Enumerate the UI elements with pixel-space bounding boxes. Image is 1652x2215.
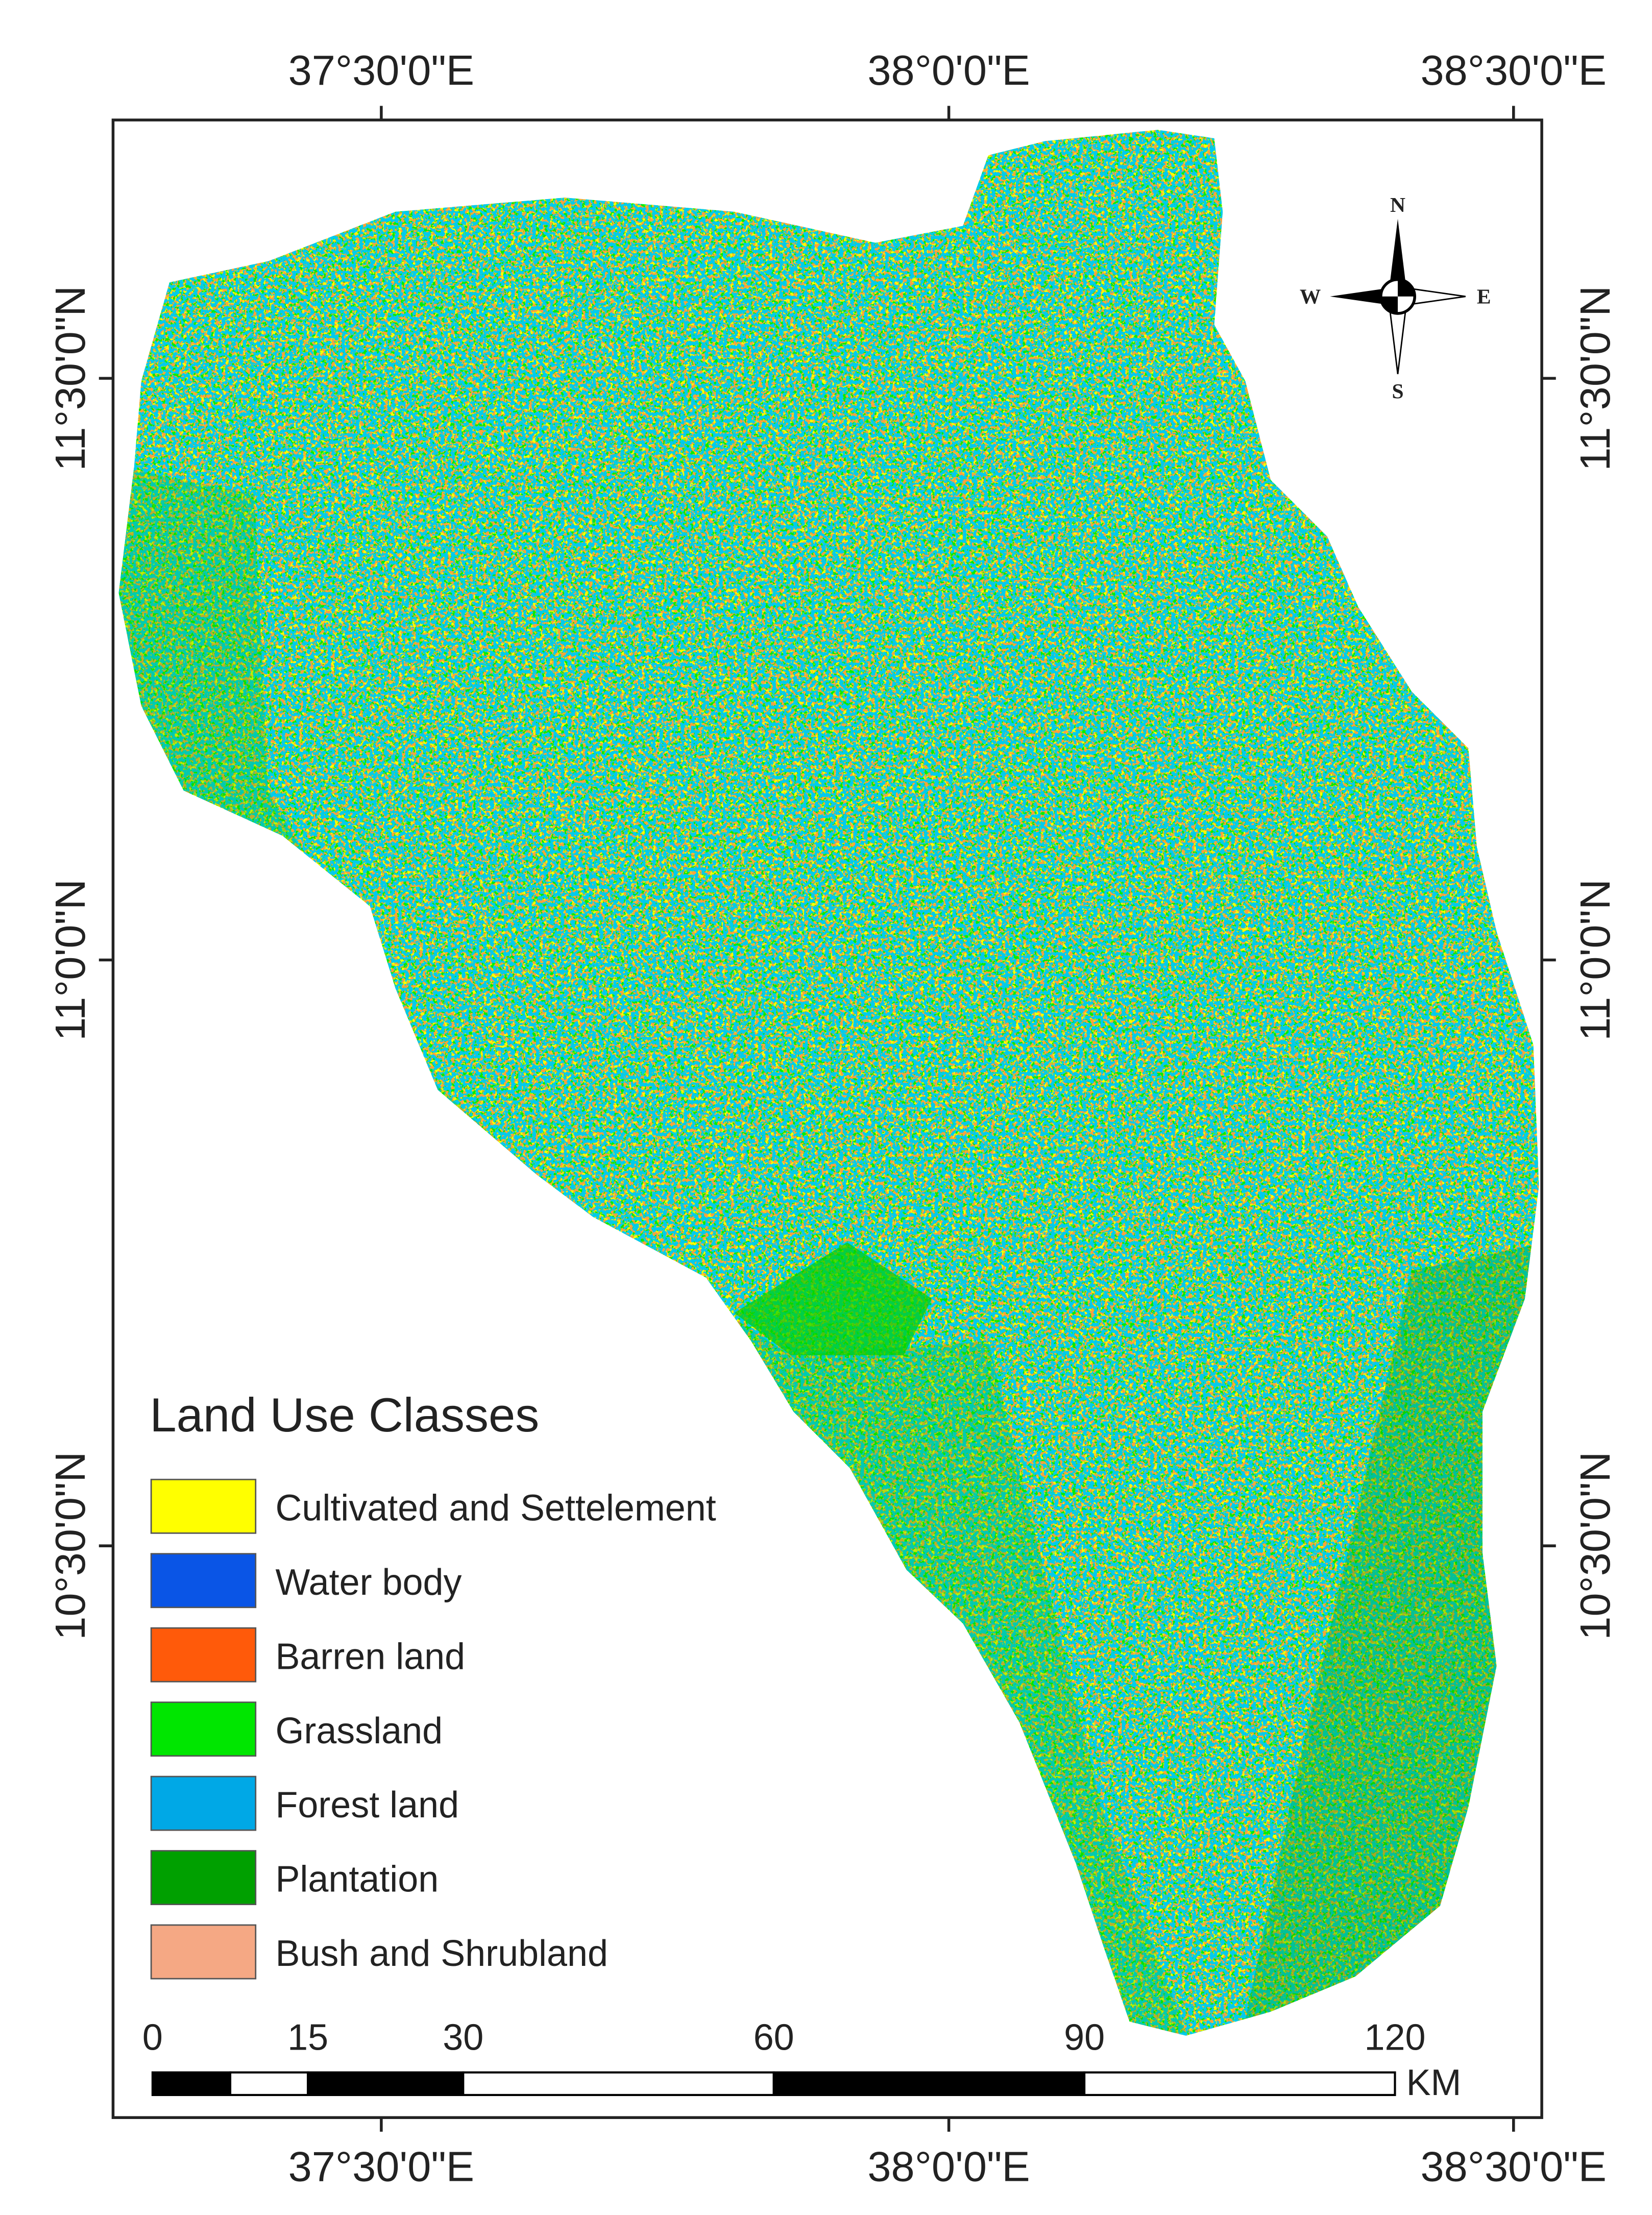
compass-ring — [1380, 279, 1415, 313]
scale-label: 15 — [287, 2017, 328, 2058]
scale-unit: KM — [1406, 2062, 1462, 2103]
scale-segment — [229, 2071, 309, 2097]
scale-segment — [772, 2071, 1086, 2097]
scale-label: 120 — [1365, 2017, 1426, 2058]
latitude-label: 11°30'0"N — [1571, 286, 1619, 471]
compass-point — [1389, 218, 1406, 297]
longitude-label: 38°0'0"E — [867, 2143, 1030, 2190]
compass-label: W — [1300, 285, 1321, 308]
legend-label: Bush and Shrubland — [275, 1933, 608, 1974]
legend-label: Forest land — [275, 1785, 459, 1825]
scale-label: 60 — [754, 2017, 794, 2058]
scale-segment — [1083, 2071, 1396, 2097]
longitude-label: 37°30'0"E — [288, 46, 474, 94]
longitude-label: 38°30'0"E — [1421, 2143, 1607, 2190]
legend-swatch — [150, 1850, 257, 1905]
scale-segment — [151, 2071, 232, 2097]
scale-label: 0 — [142, 2017, 163, 2058]
latitude-label: 11°30'0"N — [46, 286, 94, 471]
compass-label: S — [1392, 379, 1403, 403]
legend-swatch — [150, 1478, 257, 1534]
grassland-patch — [734, 1242, 932, 1355]
north-arrow: N S W E — [1300, 193, 1491, 403]
legend-label: Plantation — [275, 1859, 439, 1900]
legend-swatch — [150, 1701, 257, 1757]
latitude-label: 11°0'0"N — [46, 879, 94, 1041]
scale-segment — [307, 2071, 465, 2097]
compass-label: N — [1390, 193, 1405, 216]
scale-label: 30 — [443, 2017, 483, 2058]
scale-segment — [462, 2071, 775, 2097]
legend-swatch — [150, 1775, 257, 1831]
latitude-label: 11°0'0"N — [1571, 879, 1619, 1041]
legend-swatch — [150, 1627, 257, 1683]
compass-label: E — [1477, 285, 1491, 308]
longitude-label: 38°0'0"E — [867, 46, 1030, 94]
legend-label: Barren land — [275, 1636, 465, 1677]
legend-title: Land Use Classes — [150, 1388, 539, 1442]
legend-swatch — [150, 1924, 257, 1980]
legend-label: Grassland — [275, 1711, 443, 1751]
scale-label: 90 — [1064, 2017, 1105, 2058]
longitude-label: 38°30'0"E — [1421, 46, 1607, 94]
latitude-label: 10°30'0"N — [46, 1452, 94, 1640]
legend-label: Cultivated and Settelement — [275, 1488, 716, 1528]
longitude-label: 37°30'0"E — [288, 2143, 474, 2190]
legend-label: Water body — [275, 1562, 461, 1603]
legend-swatch — [150, 1553, 257, 1609]
latitude-label: 10°30'0"N — [1571, 1452, 1619, 1640]
